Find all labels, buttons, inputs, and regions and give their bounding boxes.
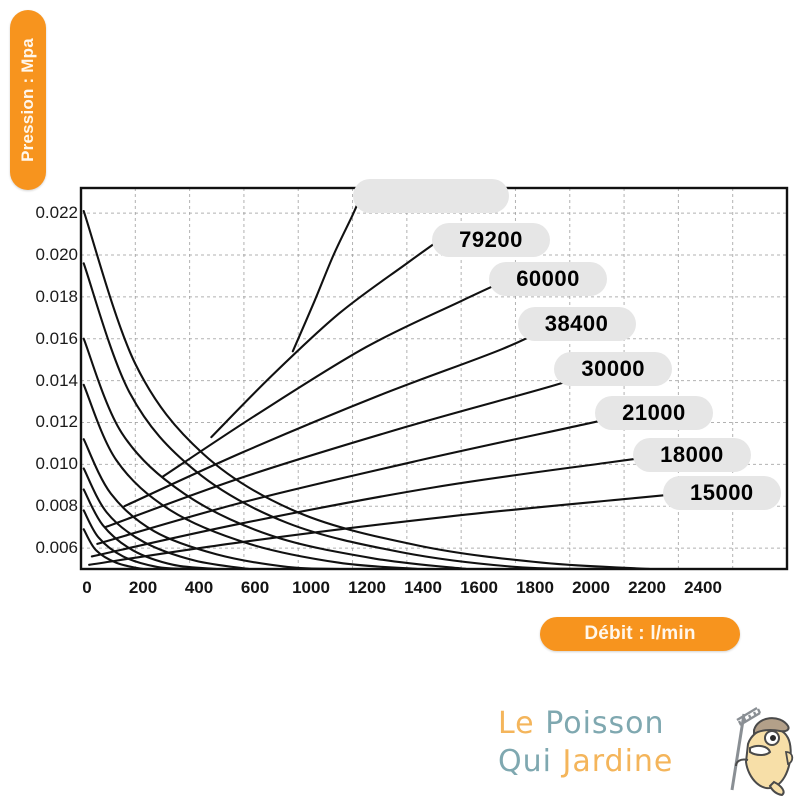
logo-line-2: Qui Jardine [498,744,673,779]
y-axis-ticks: 0.022 0.020 0.018 0.016 0.014 0.012 0.010 0.008… [0,0,78,800]
x-tick-label: 1000 [292,578,330,597]
y-axis-title-label: Pression : Mpa [18,38,37,162]
curve-pump-curve-7 [82,488,218,569]
x-tick-label: 1200 [348,578,386,597]
watermark-logo: Le Poisson Qui Jardine [498,700,794,796]
y-tick-label: 0.022 [35,203,78,223]
x-axis-title: Débit : l/min [540,617,740,651]
curve-21000 [96,410,642,545]
logo-line-1: Le Poisson [498,706,665,741]
y-tick-label: 0.010 [35,454,78,474]
curve-30000 [104,366,604,529]
logo-word-poisson: Poisson [545,706,665,741]
curve-18000 [90,452,677,558]
y-tick-label: 0.016 [35,328,78,348]
x-tick-label: 2400 [684,578,722,597]
y-tick-label: 0.012 [35,412,78,432]
curve-value-label-79200: 79200 [432,223,551,258]
curve-value-label-30000: 30000 [554,352,673,387]
curve-unlabeled [291,195,362,353]
x-tick-label: 0 [82,578,92,597]
curve-pump-curve-6 [82,467,251,569]
x-tick-label: 1400 [404,578,442,597]
y-tick-label: 0.020 [35,244,78,264]
curve-value-label-blank [353,179,510,214]
x-tick-label: 200 [128,578,158,597]
curve-pump-curve-4 [82,383,419,569]
logo-word-jardine: Jardine [562,744,674,779]
y-axis-title: Pression : Mpa [10,10,46,190]
x-tick-label: 400 [184,578,214,597]
curve-value-label-21000: 21000 [594,396,713,431]
curve-15000 [88,490,704,566]
x-tick-label: 1600 [460,578,498,597]
curve-pump-curve-2 [82,262,612,569]
logo-word-le: Le [498,706,546,741]
logo-word-qui: Qui [498,744,563,779]
curve-pump-curve-9 [82,528,154,569]
y-tick-label: 0.018 [35,286,78,306]
fish-with-rake-icon [730,706,794,796]
curve-pump-curve-1 [82,209,653,569]
x-tick-label: 2200 [628,578,666,597]
curve-pump-curve-3 [82,337,468,569]
curve-value-label-38400: 38400 [517,307,636,342]
y-tick-label: 0.014 [35,370,78,390]
curve-79200 [210,235,446,439]
curve-value-label-15000: 15000 [662,475,781,510]
curve-pump-curve-5 [82,438,343,569]
x-tick-label: 1800 [516,578,554,597]
x-tick-label: 600 [240,578,270,597]
y-tick-label: 0.006 [35,538,78,558]
curve-value-label-60000: 60000 [489,262,608,297]
x-tick-label: 2000 [572,578,610,597]
y-tick-label: 0.008 [35,496,78,516]
curve-value-label-18000: 18000 [632,437,751,472]
x-axis-title-label: Débit : l/min [584,623,696,644]
curve-60000 [161,274,517,478]
